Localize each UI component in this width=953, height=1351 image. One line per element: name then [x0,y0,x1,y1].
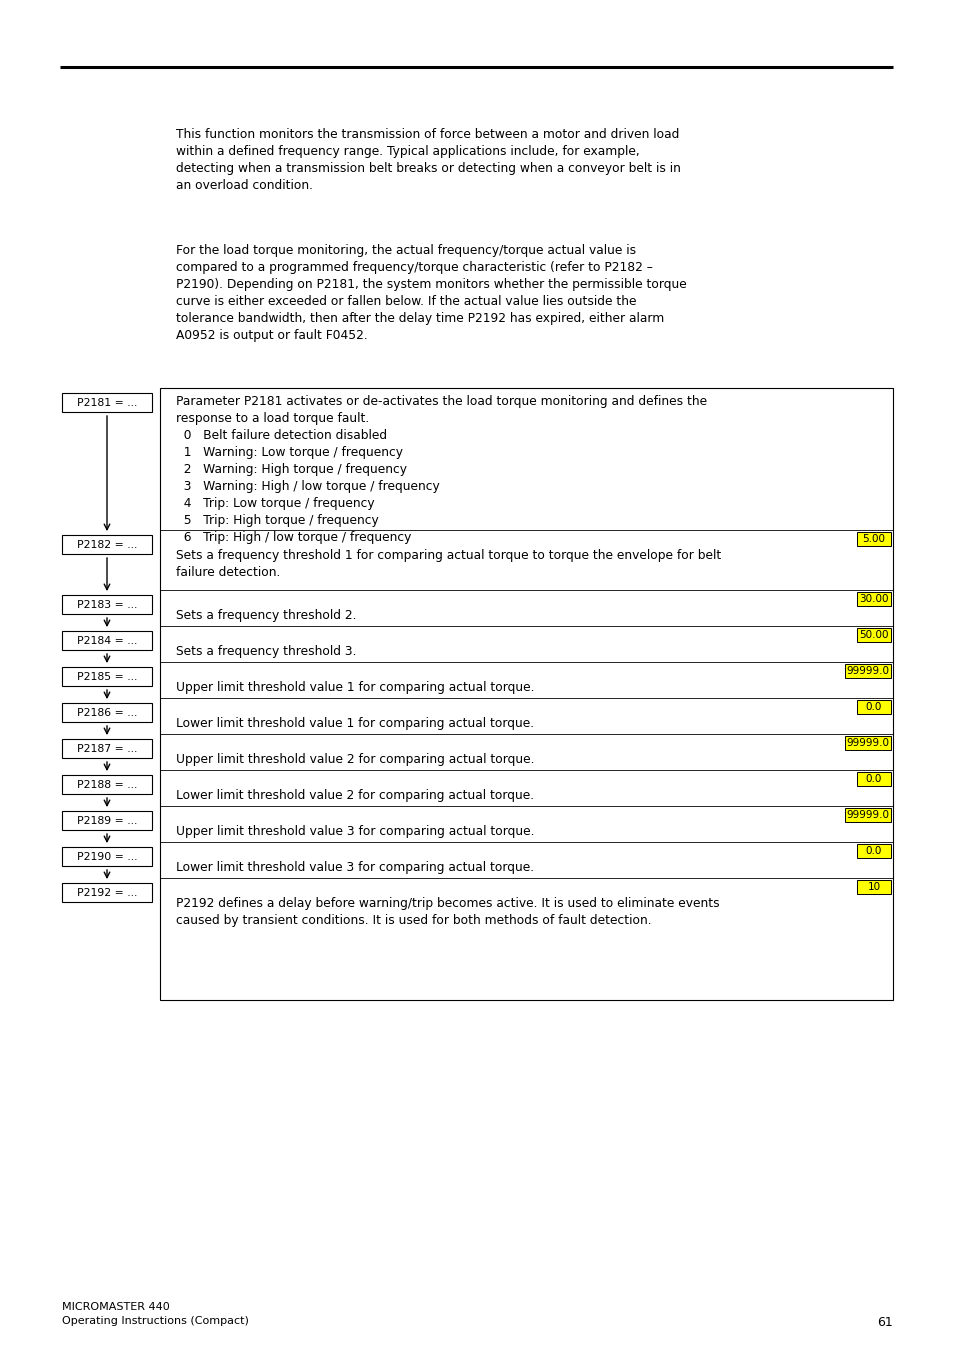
Bar [62,811,152,830]
Text: Upper limit threshold value 3 for comparing actual torque.: Upper limit threshold value 3 for compar… [175,825,534,838]
Text: P2190 = ...: P2190 = ... [76,851,137,862]
Bar [62,703,152,721]
Bar [160,388,892,1000]
Text: P2185 = ...: P2185 = ... [77,671,137,681]
Text: Sets a frequency threshold 1 for comparing actual torque to torque the envelope : Sets a frequency threshold 1 for compari… [175,549,720,580]
Text: Lower limit threshold value 3 for comparing actual torque.: Lower limit threshold value 3 for compar… [175,861,534,874]
Bar [62,667,152,686]
Bar [844,808,890,821]
Text: 99999.0: 99999.0 [845,738,888,748]
Text: P2188 = ...: P2188 = ... [77,780,137,789]
Text: Lower limit threshold value 2 for comparing actual torque.: Lower limit threshold value 2 for compar… [175,789,534,802]
Bar [844,736,890,750]
Bar [856,532,890,546]
Text: Sets a frequency threshold 3.: Sets a frequency threshold 3. [175,644,356,658]
Text: Upper limit threshold value 1 for comparing actual torque.: Upper limit threshold value 1 for compar… [175,681,534,694]
Text: P2184 = ...: P2184 = ... [77,635,137,646]
Bar [62,775,152,794]
Text: P2186 = ...: P2186 = ... [77,708,137,717]
Bar [62,884,152,902]
Text: 5.00: 5.00 [862,534,884,544]
Text: 99999.0: 99999.0 [845,811,888,820]
Text: P2192 defines a delay before warning/trip becomes active. It is used to eliminat: P2192 defines a delay before warning/tri… [175,897,719,927]
Text: Parameter P2181 activates or de-activates the load torque monitoring and defines: Parameter P2181 activates or de-activate… [175,394,706,544]
Text: P2182 = ...: P2182 = ... [77,539,137,550]
Text: 0.0: 0.0 [865,846,882,857]
Text: 10: 10 [866,882,880,892]
Bar [62,393,152,412]
Text: 0.0: 0.0 [865,703,882,712]
Bar [62,739,152,758]
Text: Operating Instructions (Compact): Operating Instructions (Compact) [62,1316,249,1325]
Text: 99999.0: 99999.0 [845,666,888,676]
Bar [856,880,890,894]
Text: P2189 = ...: P2189 = ... [77,816,137,825]
Text: P2187 = ...: P2187 = ... [77,743,137,754]
Text: MICROMASTER 440: MICROMASTER 440 [62,1302,170,1312]
Bar [856,700,890,713]
Text: 61: 61 [877,1316,892,1329]
Bar [62,847,152,866]
Bar [856,628,890,642]
Text: Sets a frequency threshold 2.: Sets a frequency threshold 2. [175,609,356,621]
Text: P2183 = ...: P2183 = ... [77,600,137,609]
Text: Lower limit threshold value 1 for comparing actual torque.: Lower limit threshold value 1 for compar… [175,717,534,730]
Text: P2192 = ...: P2192 = ... [77,888,137,897]
Text: 30.00: 30.00 [859,594,888,604]
Bar [856,592,890,607]
Text: 0.0: 0.0 [865,774,882,784]
Text: 50.00: 50.00 [859,630,888,640]
Bar [62,594,152,613]
Text: Upper limit threshold value 2 for comparing actual torque.: Upper limit threshold value 2 for compar… [175,753,534,766]
Text: This function monitors the transmission of force between a motor and driven load: This function monitors the transmission … [175,128,680,192]
Bar [62,631,152,650]
Text: P2181 = ...: P2181 = ... [77,397,137,408]
Bar [62,535,152,554]
Bar [856,771,890,786]
Bar [856,844,890,858]
Bar [844,663,890,678]
Text: For the load torque monitoring, the actual frequency/torque actual value is
comp: For the load torque monitoring, the actu… [175,245,686,342]
